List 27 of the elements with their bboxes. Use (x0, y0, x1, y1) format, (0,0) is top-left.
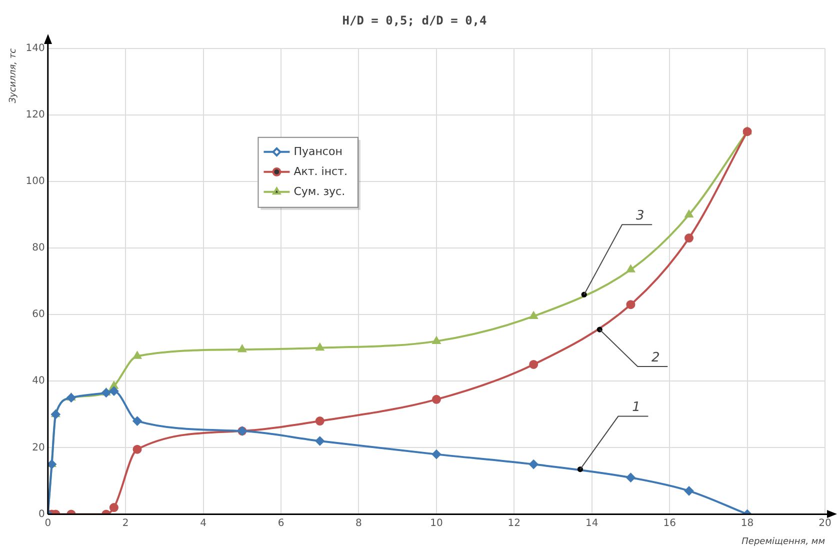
legend-label: Пуансон (294, 144, 342, 158)
x-tick-label: 14 (586, 518, 598, 529)
x-tick-label: 10 (430, 518, 443, 529)
y-tick-label: 60 (32, 309, 45, 320)
y-tick-label: 20 (32, 442, 45, 454)
y-tick-label: 120 (26, 110, 45, 121)
x-tick-label: 12 (508, 518, 521, 529)
x-tick-label: 16 (663, 518, 676, 529)
annotation: 1 (632, 400, 640, 416)
y-tick-label: 40 (32, 376, 45, 387)
y-tick-label: 80 (32, 242, 45, 254)
x-tick-label: 2 (122, 518, 129, 529)
chart-title: H/D = 0,5; d/D = 0,4 (342, 13, 487, 28)
annotation: 3 (636, 208, 644, 224)
legend-label: Сум. зус. (294, 184, 346, 198)
x-axis-title: Переміщення, мм (742, 536, 826, 547)
legend-label: Акт. інст. (294, 164, 348, 178)
x-tick-label: 8 (356, 518, 362, 529)
x-tick-label: 18 (740, 518, 754, 529)
y-tick-label: 140 (26, 42, 45, 54)
x-tick-label: 20 (818, 518, 832, 529)
y-tick-label: 100 (26, 176, 45, 188)
x-tick-label: 4 (200, 518, 206, 529)
y-axis-title: Зусилля, тс (8, 48, 19, 104)
annotation: 2 (651, 350, 660, 366)
y-tick-label: 0 (38, 508, 45, 520)
x-tick-label: 6 (278, 518, 284, 529)
